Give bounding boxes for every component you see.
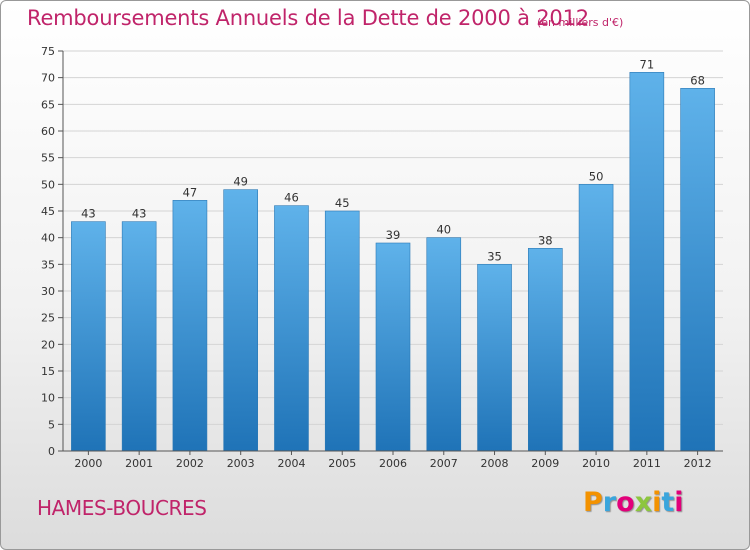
x-tick-label: 2000 bbox=[74, 457, 102, 470]
x-tick-label: 2012 bbox=[684, 457, 712, 470]
data-label: 43 bbox=[81, 207, 96, 221]
logo-letter: t bbox=[661, 487, 675, 518]
x-tick-label: 2011 bbox=[633, 457, 661, 470]
data-label: 46 bbox=[284, 191, 299, 205]
bar bbox=[477, 264, 512, 452]
y-tick-label: 75 bbox=[41, 45, 55, 58]
bar bbox=[375, 242, 411, 452]
y-tick-label: 45 bbox=[41, 205, 55, 218]
y-tick-label: 40 bbox=[41, 232, 55, 245]
x-tick-label: 2006 bbox=[379, 457, 407, 470]
labels: 0 5 10 15 20 25 30 35 40 45 50 55 60 65 70 75 43 2000 43 20… bbox=[41, 45, 712, 470]
bar bbox=[121, 221, 157, 452]
data-label: 39 bbox=[386, 228, 401, 242]
bar bbox=[528, 248, 563, 452]
y-tick-label: 35 bbox=[41, 258, 55, 271]
data-label: 45 bbox=[335, 196, 350, 210]
chart-subtitle: (en milliers d'€) bbox=[537, 16, 624, 29]
y-tick-label: 15 bbox=[41, 365, 55, 378]
bar bbox=[578, 184, 614, 452]
y-tick-label: 70 bbox=[41, 72, 55, 85]
data-label: 35 bbox=[487, 249, 502, 263]
x-tick-label: 2003 bbox=[227, 457, 255, 470]
x-tick-label: 2001 bbox=[125, 457, 153, 470]
logo-letter: x bbox=[634, 487, 653, 518]
data-label: 40 bbox=[436, 223, 451, 237]
y-tick-label: 10 bbox=[41, 392, 55, 405]
bar bbox=[274, 205, 309, 452]
logo-letter: r bbox=[602, 487, 617, 518]
bar bbox=[629, 72, 665, 452]
bar bbox=[223, 189, 258, 452]
y-tick-label: 5 bbox=[48, 418, 55, 431]
x-tick-label: 2002 bbox=[176, 457, 204, 470]
logo-letter: o bbox=[616, 487, 635, 518]
y-tick-label: 50 bbox=[41, 178, 55, 191]
data-label: 71 bbox=[640, 57, 655, 71]
bar bbox=[172, 200, 208, 452]
bar bbox=[426, 237, 462, 452]
data-label: 50 bbox=[589, 169, 604, 183]
x-tick-label: 2004 bbox=[277, 457, 305, 470]
bar bbox=[324, 210, 360, 452]
y-tick-label: 65 bbox=[41, 98, 55, 111]
bars bbox=[71, 72, 715, 452]
proxiti-logo[interactable]: Proxiti bbox=[583, 487, 684, 518]
logo-letter: P bbox=[583, 487, 603, 518]
x-tick-label: 2008 bbox=[481, 457, 509, 470]
x-tick-label: 2007 bbox=[430, 457, 458, 470]
y-tick-label: 55 bbox=[41, 152, 55, 165]
x-tick-label: 2010 bbox=[582, 457, 610, 470]
chart-title: Remboursements Annuels de la Dette de 20… bbox=[27, 6, 589, 30]
logo-letter: i bbox=[652, 487, 662, 518]
data-label: 43 bbox=[132, 207, 147, 221]
bar bbox=[71, 221, 106, 452]
y-tick-label: 25 bbox=[41, 312, 55, 325]
commune-name: HAMES-BOUCRES bbox=[37, 496, 207, 520]
x-tick-label: 2005 bbox=[328, 457, 356, 470]
data-label: 47 bbox=[183, 185, 198, 199]
y-tick-label: 30 bbox=[41, 285, 55, 298]
y-tick-label: 20 bbox=[41, 338, 55, 351]
y-tick-label: 60 bbox=[41, 125, 55, 138]
axes bbox=[58, 50, 723, 455]
data-label: 49 bbox=[233, 175, 248, 189]
bar bbox=[680, 88, 715, 452]
x-tick-label: 2009 bbox=[531, 457, 559, 470]
data-label: 68 bbox=[690, 73, 705, 87]
y-tick-label: 0 bbox=[48, 445, 55, 458]
data-label: 38 bbox=[538, 233, 553, 247]
logo-letter: i bbox=[674, 487, 684, 518]
